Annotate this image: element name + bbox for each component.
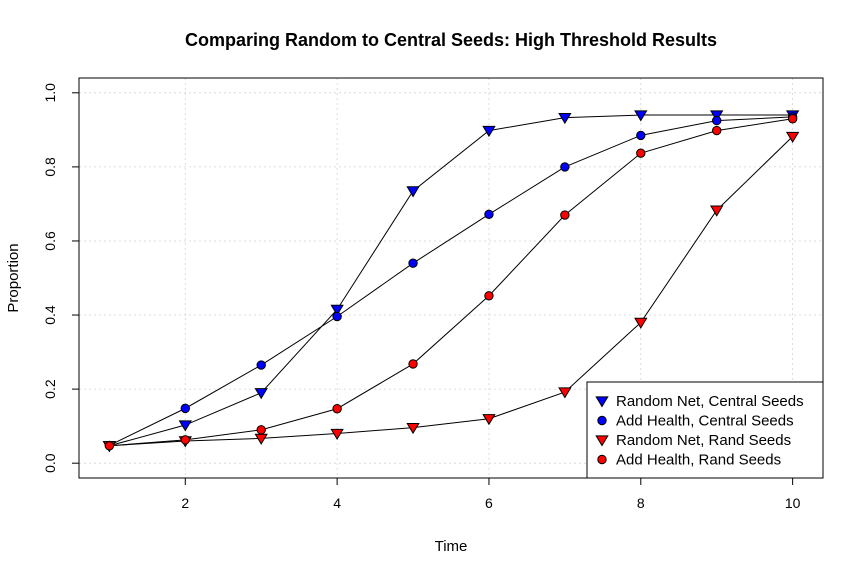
y-tick-label-1: 0.2 (42, 379, 58, 399)
legend-label-1: Add Health, Central Seeds (616, 413, 794, 430)
legend-entry-0: Random Net, Central Seeds (595, 393, 804, 410)
legend-entry-1: Add Health, Central Seeds (597, 413, 794, 430)
data-point-3-7 (636, 148, 646, 158)
data-point-2-8 (710, 205, 724, 217)
data-point-1-2 (256, 360, 266, 370)
legend-marker-3 (597, 454, 607, 465)
data-point-2-4 (406, 422, 420, 435)
x-axis-label: Time (435, 538, 468, 555)
data-point-2-6 (558, 387, 572, 399)
y-tick-label-0: 0.0 (42, 453, 58, 473)
data-point-1-8 (712, 115, 722, 126)
x-tick-label-1: 4 (333, 495, 341, 511)
data-point-1-3 (332, 311, 342, 322)
series-3 (104, 114, 798, 451)
data-point-3-5 (484, 291, 494, 301)
series-0 (102, 110, 800, 453)
data-point-0-8 (710, 110, 724, 122)
x-tick-label-3: 8 (637, 495, 645, 511)
legend-marker-0 (595, 396, 609, 408)
y-tick-label-2: 0.4 (42, 305, 58, 325)
data-point-3-3 (332, 404, 342, 414)
x-tick-label-4: 10 (785, 495, 801, 511)
legend-box (586, 381, 824, 479)
legend-label-0: Random Net, Central Seeds (616, 393, 804, 410)
data-point-0-4 (406, 186, 420, 198)
data-point-2-7 (634, 317, 648, 329)
y-tick-label-3: 0.6 (42, 231, 58, 251)
x-tick-label-2: 6 (485, 495, 493, 511)
data-point-0-5 (482, 125, 496, 138)
x-tick-label-0: 2 (181, 495, 189, 511)
data-point-0-6 (558, 112, 572, 125)
data-point-3-1 (180, 435, 190, 445)
legend-label-2: Random Net, Rand Seeds (616, 432, 791, 449)
y-tick-label-5: 1.0 (42, 83, 58, 103)
data-point-0-7 (634, 110, 648, 122)
y-tick-label-4: 0.8 (42, 157, 58, 177)
legend-entry-2: Random Net, Rand Seeds (595, 432, 791, 449)
data-point-2-9 (785, 131, 800, 144)
chart-title: Comparing Random to Central Seeds: High … (185, 30, 717, 50)
data-point-3-4 (408, 359, 418, 369)
data-point-2-3 (330, 428, 344, 441)
series-line-2 (109, 136, 793, 447)
data-point-1-7 (636, 130, 646, 141)
data-point-3-0 (104, 441, 115, 451)
data-point-0-2 (254, 388, 268, 400)
series-line-1 (109, 116, 793, 446)
data-point-2-2 (254, 433, 268, 445)
data-point-3-6 (560, 210, 570, 220)
legend-marker-1 (597, 415, 607, 426)
data-point-0-3 (330, 304, 344, 316)
data-point-3-2 (256, 425, 266, 435)
data-point-2-5 (482, 414, 496, 426)
axes: 2 4 6 8 10 0.0 0.2 0.4 0.6 0.8 1.0 (42, 83, 801, 511)
plot-frame (78, 77, 824, 479)
series-line-0 (109, 114, 793, 447)
legend-entry-3: Add Health, Rand Seeds (597, 452, 781, 469)
data-point-3-9 (787, 114, 798, 124)
legend: Random Net, Central Seeds Add Health, Cen… (586, 381, 824, 479)
data-point-1-6 (560, 162, 570, 172)
plot-series (102, 110, 800, 453)
data-point-0-1 (178, 420, 192, 432)
legend-label-3: Add Health, Rand Seeds (616, 452, 781, 469)
legend-marker-2 (595, 435, 609, 447)
data-point-3-8 (712, 125, 722, 136)
y-axis-label: Proportion (5, 243, 22, 312)
data-point-1-5 (484, 209, 494, 219)
data-point-1-1 (180, 403, 190, 414)
data-point-1-4 (408, 258, 418, 268)
series-line-3 (109, 118, 793, 447)
